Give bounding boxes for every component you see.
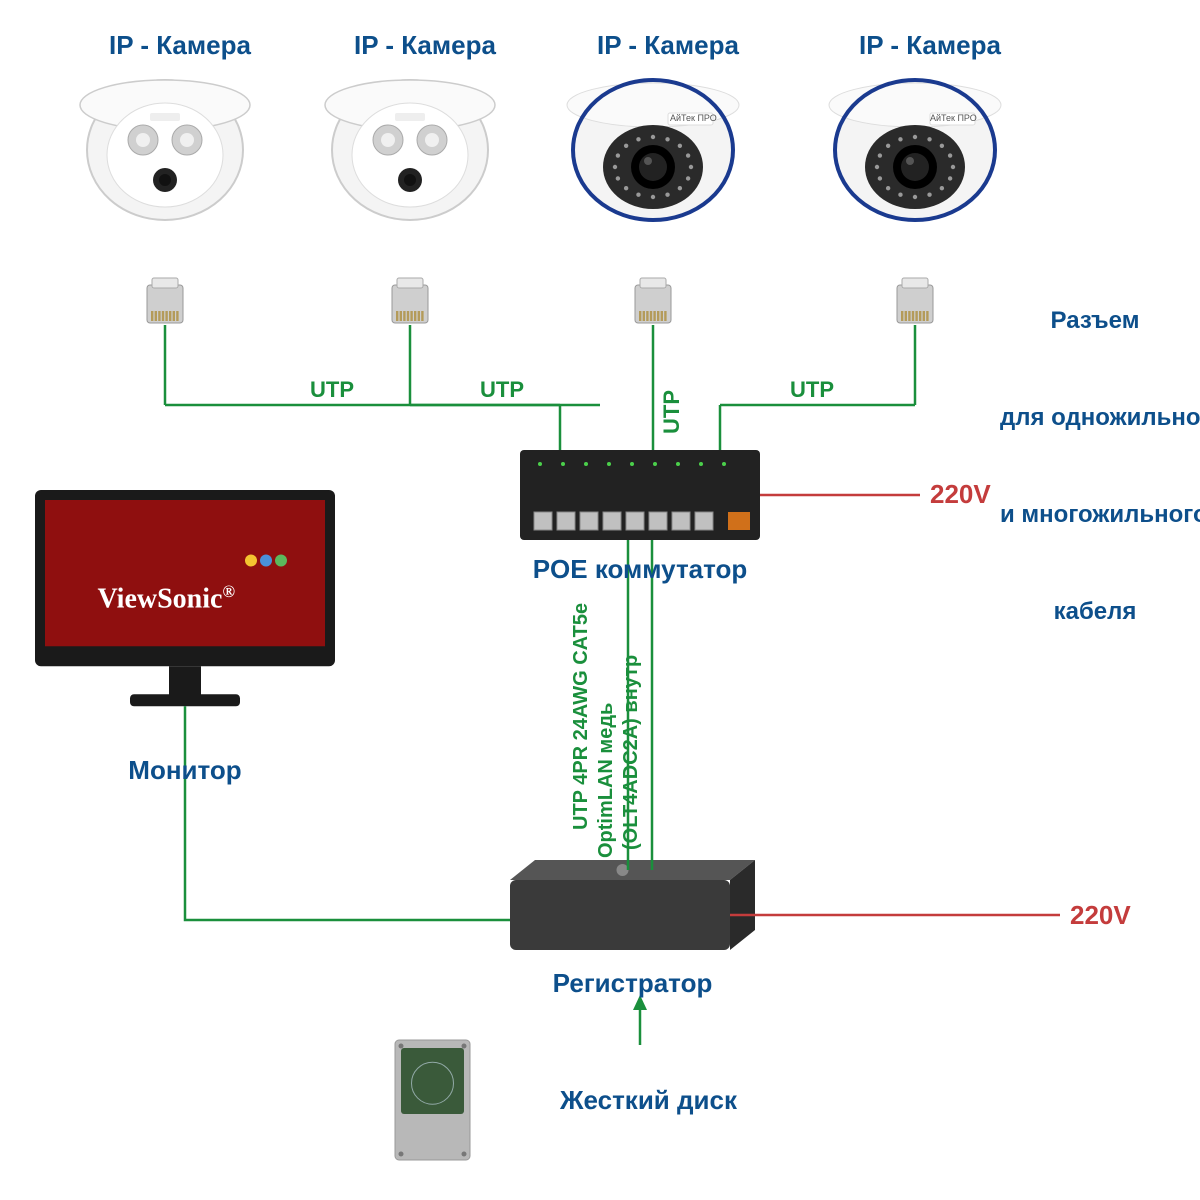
monitor-brand: ViewSonic®	[70, 550, 235, 647]
connector-note-l2: для одножильного	[1000, 402, 1190, 434]
camera-3-label: IP - Камера	[583, 30, 753, 61]
connector-note-l1: Разъем	[1000, 305, 1190, 337]
connector-note: Разъем для одножильного и многожильного …	[1000, 240, 1190, 693]
connector-note-l3: и многожильного	[1000, 499, 1190, 531]
cable-spec-l3: (OLT4ADC2A) внутр	[620, 600, 643, 850]
power-label-recorder: 220V	[1070, 900, 1131, 931]
diagram-stage: IP - Камера IP - Камера IP - Камера IP -…	[0, 0, 1200, 1200]
monitor-brand-text: ViewSonic	[98, 583, 223, 614]
camera-2-label: IP - Камера	[340, 30, 510, 61]
camera-4-label: IP - Камера	[845, 30, 1015, 61]
power-label-switch: 220V	[930, 479, 991, 510]
camera-4-brand: АйТек ПРО	[930, 113, 980, 123]
cable-spec-l1: UTP 4PR 24AWG CAT5e	[570, 580, 593, 830]
utp-label-3: UTP	[659, 390, 685, 434]
recorder-label: Регистратор	[500, 968, 765, 999]
camera-1-label: IP - Камера	[95, 30, 265, 61]
poe-switch-label: POE коммутатор	[510, 554, 770, 585]
hdd-label: Жесткий диск	[560, 1085, 800, 1116]
utp-label-4: UTP	[790, 377, 834, 403]
cable-spec-l2: OptimLAN медь	[595, 608, 618, 858]
camera-3-brand: АйТек ПРО	[670, 113, 720, 123]
connector-note-l4: кабеля	[1000, 596, 1190, 628]
utp-label-2: UTP	[480, 377, 524, 403]
utp-label-1: UTP	[310, 377, 354, 403]
monitor-label: Монитор	[35, 755, 335, 786]
